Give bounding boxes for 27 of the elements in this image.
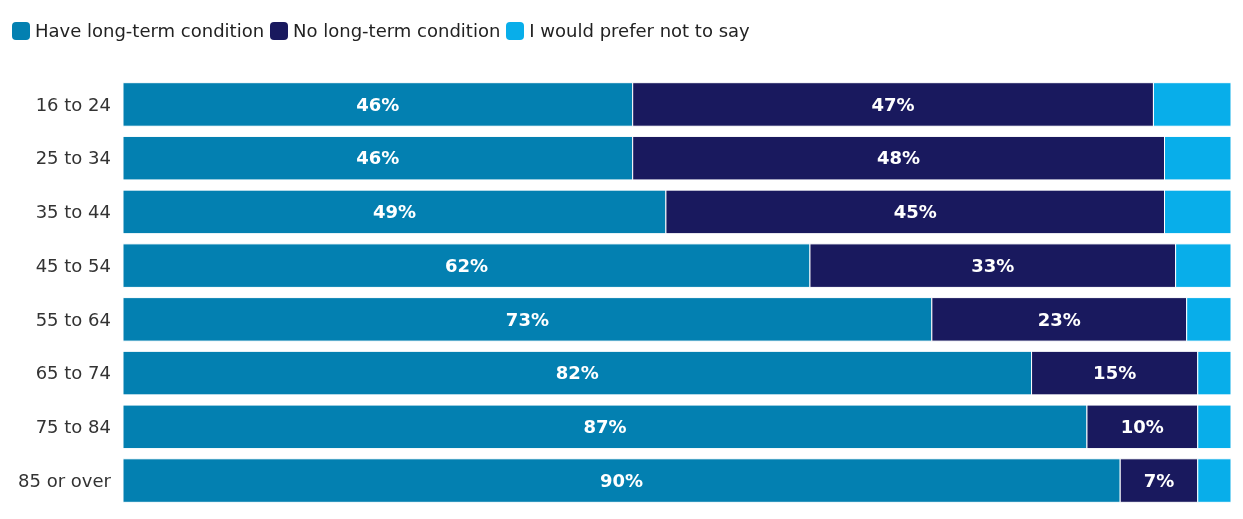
y-tick-label: 65 to 74: [35, 362, 111, 384]
data-label: 45%: [893, 201, 937, 223]
data-label: 23%: [1037, 308, 1081, 330]
text: Have long-term condition: [35, 20, 265, 41]
data-label: 10%: [1120, 416, 1164, 438]
y-tick-label: 45 to 54: [35, 254, 111, 276]
data-label: 46%: [356, 147, 400, 169]
data-label: 15%: [1093, 362, 1137, 384]
data-label: 62%: [444, 254, 489, 276]
legend-label: No long-term condition: [293, 20, 501, 41]
data-label: 46%: [356, 93, 400, 115]
data-label: 87%: [583, 416, 627, 438]
y-tick-label: 85 or over: [18, 469, 112, 491]
y-tick-label: 55 to 64: [35, 308, 111, 330]
y-tick-label: 25 to 34: [35, 147, 111, 169]
y-tick-label: 16 to 24: [35, 93, 111, 115]
data-label: 73%: [505, 308, 549, 330]
y-tick-label: 75 to 84: [35, 416, 111, 438]
data-label: 49%: [372, 201, 417, 223]
data-label: 82%: [555, 362, 599, 384]
data-label: 48%: [877, 147, 921, 169]
data-label: 33%: [971, 254, 1015, 276]
y-tick-label: 35 to 44: [35, 201, 111, 223]
data-label: 7%: [1143, 469, 1175, 491]
data-label: 47%: [871, 93, 915, 115]
legend-label: I would prefer not to say: [529, 20, 750, 41]
data-label: 90%: [600, 469, 644, 491]
